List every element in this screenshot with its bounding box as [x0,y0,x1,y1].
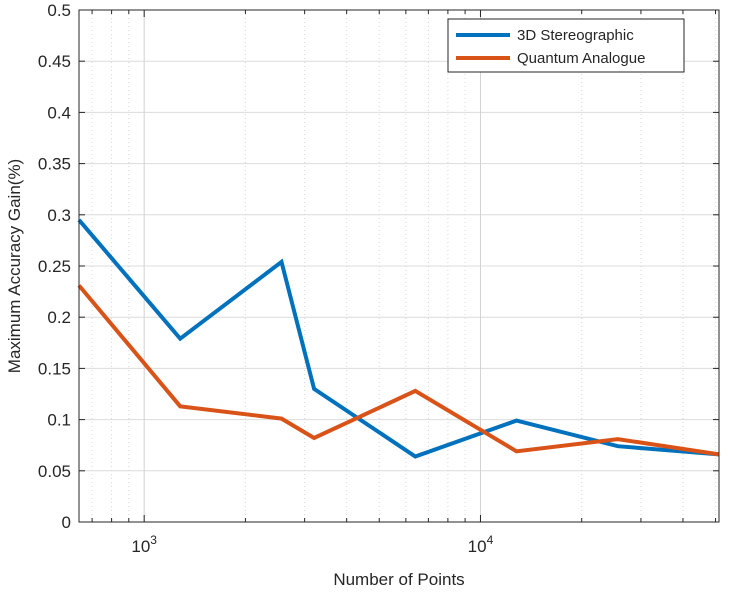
y-tick-label: 0.2 [47,308,71,327]
y-tick-label: 0.5 [47,1,71,20]
axis-ticks [79,9,719,523]
y-tick-label: 0.45 [38,52,71,71]
y-tick-label: 0.1 [47,411,71,430]
x-tick-label: 103 [131,533,157,556]
y-tick-label: 0 [62,513,71,532]
legend: 3D Stereographic Quantum Analogue [447,18,685,73]
y-tick-label: 0.35 [38,155,71,174]
grid [79,10,719,522]
legend-label: Quantum Analogue [517,50,645,67]
y-axis-label: Maximum Accuracy Gain(%) [5,159,24,373]
y-tick-label: 0.25 [38,257,71,276]
y-tick-label: 0.15 [38,359,71,378]
series-line [77,284,720,457]
x-tick-labels: 103 104 [131,533,493,556]
x-axis-label: Number of Points [333,570,464,589]
x-tick-label: 104 [468,533,494,556]
y-tick-label: 0.3 [47,206,71,225]
series-lines [77,218,720,459]
legend-box [447,18,685,73]
y-tick-label: 0.05 [38,462,71,481]
legend-label: 3D Stereographic [517,27,634,44]
y-tick-labels: 0 0.05 0.1 0.15 0.2 0.25 0.3 0.35 0.4 0.45 0.5 [38,1,71,532]
y-tick-label: 0.4 [47,103,71,122]
